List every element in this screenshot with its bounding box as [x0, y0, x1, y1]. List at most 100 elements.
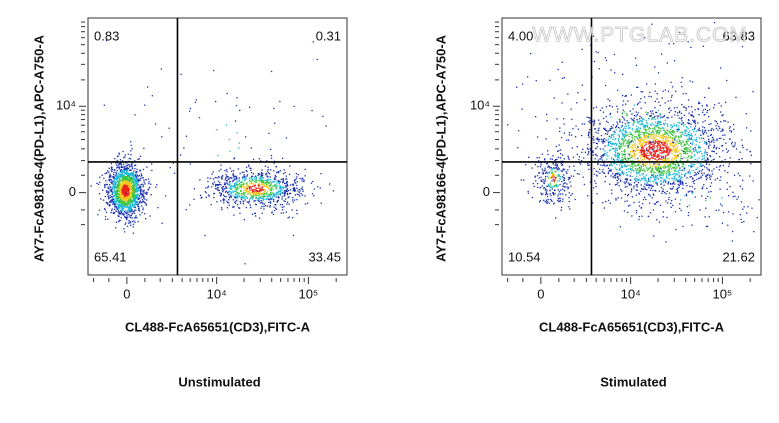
- event-dot: [129, 183, 132, 185]
- event-dot: [647, 141, 649, 143]
- event-dot: [681, 145, 683, 147]
- event-dot: [124, 193, 126, 196]
- event-dot: [662, 155, 664, 158]
- event-dot: [121, 205, 124, 207]
- event-dot: [604, 128, 606, 131]
- event-dot: [110, 188, 112, 191]
- event-dot: [682, 150, 684, 152]
- event-dot: [127, 199, 129, 201]
- event-dot: [704, 152, 706, 155]
- event-dot: [673, 125, 676, 127]
- event-dot: [658, 142, 660, 144]
- event-dot: [115, 178, 117, 180]
- event-dot: [636, 103, 639, 106]
- event-dot: [662, 172, 664, 174]
- event-dot: [138, 184, 140, 186]
- event-dot: [568, 131, 571, 134]
- event-dot: [647, 182, 649, 184]
- event-dot: [656, 176, 658, 178]
- event-dot: [637, 168, 639, 170]
- event-dot: [687, 150, 689, 152]
- event-dot: [128, 200, 130, 202]
- event-dot: [272, 196, 274, 198]
- event-dot: [135, 191, 137, 193]
- event-dot: [646, 126, 649, 128]
- event-dot: [279, 100, 281, 103]
- event-dot: [592, 151, 594, 154]
- event-dot: [613, 176, 615, 178]
- event-dot: [603, 154, 605, 156]
- event-dot: [640, 152, 642, 154]
- event-dot: [549, 198, 552, 201]
- event-dot: [640, 120, 642, 122]
- event-dot: [552, 178, 555, 180]
- event-dot: [611, 134, 613, 136]
- event-dot: [685, 146, 687, 149]
- event-dot: [143, 191, 145, 193]
- event-dot: [214, 177, 217, 179]
- event-dot: [225, 186, 227, 188]
- event-dot: [552, 163, 554, 165]
- event-dot: [638, 145, 640, 148]
- event-dot: [135, 190, 137, 192]
- event-dot: [656, 160, 658, 162]
- event-dot: [704, 151, 706, 154]
- event-dot: [704, 140, 706, 143]
- event-dot: [121, 166, 123, 168]
- event-dot: [276, 180, 278, 182]
- event-dot: [287, 194, 289, 196]
- event-dot: [236, 97, 238, 99]
- event-dot: [602, 164, 604, 167]
- event-dot: [204, 191, 206, 193]
- event-dot: [258, 158, 260, 160]
- event-dot: [618, 135, 620, 137]
- event-dot: [126, 171, 128, 173]
- event-dot: [251, 197, 253, 199]
- event-dot: [125, 177, 127, 179]
- event-dot: [674, 139, 676, 142]
- event-dot: [277, 199, 279, 201]
- event-dot: [249, 191, 251, 194]
- event-dot: [661, 159, 663, 161]
- event-dot: [121, 206, 123, 208]
- event-dot: [111, 166, 113, 168]
- event-dot: [126, 169, 128, 171]
- event-dot: [117, 197, 119, 199]
- event-dot: [643, 125, 645, 127]
- event-dot: [564, 177, 566, 180]
- event-dot: [632, 119, 634, 121]
- event-dot: [622, 141, 624, 143]
- event-dot: [266, 192, 268, 194]
- event-dot: [653, 138, 655, 140]
- event-dot: [615, 155, 617, 157]
- event-dot: [622, 129, 624, 131]
- event-dot: [703, 172, 705, 174]
- event-dot: [720, 130, 722, 132]
- event-dot: [552, 173, 555, 175]
- event-dot: [628, 127, 630, 129]
- event-dot: [259, 177, 261, 179]
- event-dot: [139, 185, 142, 187]
- event-dot: [688, 165, 690, 167]
- event-dot: [587, 133, 590, 136]
- event-dot: [120, 191, 122, 193]
- event-dot: [667, 166, 669, 168]
- event-dot: [701, 137, 703, 139]
- event-dot: [665, 148, 668, 150]
- event-dot: [679, 132, 681, 134]
- event-dot: [623, 172, 625, 174]
- event-dot: [708, 116, 710, 118]
- event-dot: [130, 182, 132, 185]
- event-dot: [272, 180, 274, 183]
- event-dot: [254, 189, 256, 191]
- event-dot: [610, 137, 612, 139]
- event-dot: [555, 171, 557, 173]
- event-dot: [599, 158, 601, 160]
- event-dot: [237, 197, 239, 199]
- event-dot: [257, 174, 259, 177]
- event-dot: [263, 193, 266, 195]
- event-dot: [622, 137, 624, 139]
- event-dot: [233, 214, 235, 216]
- event-dot: [537, 166, 539, 168]
- event-dot: [135, 171, 137, 173]
